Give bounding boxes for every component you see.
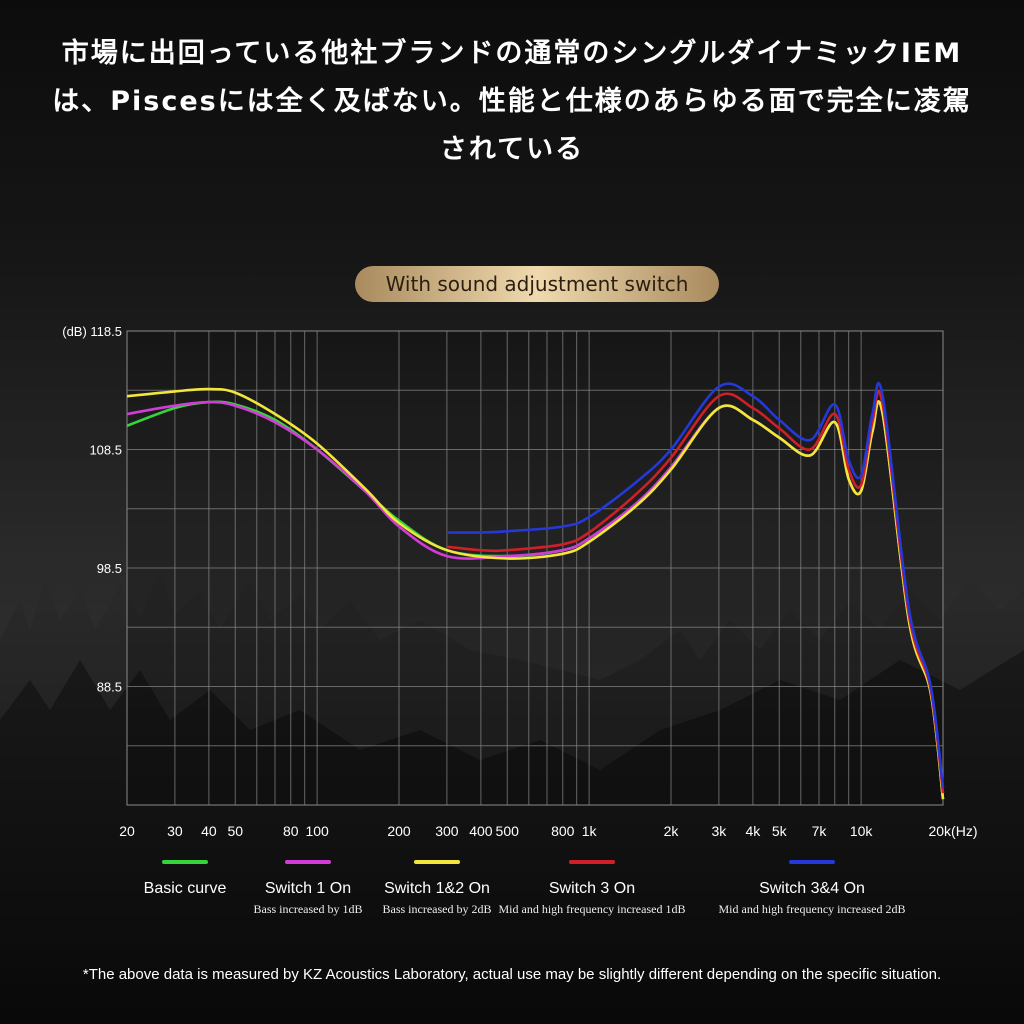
legend-swatch — [789, 860, 835, 864]
legend-swatch — [569, 860, 615, 864]
x-tick-label: 400 — [469, 823, 493, 839]
legend-note: Bass increased by 1dB — [253, 902, 363, 916]
chart-grid — [126, 330, 944, 806]
legend-item: Switch 1&2 On Bass increased by 2dB — [307, 860, 567, 917]
legend-label: Switch 1&2 On — [384, 880, 490, 897]
x-tick-label: 10k — [850, 823, 874, 839]
y-tick-label: (dB) 118.5 — [62, 324, 122, 339]
x-tick-label: 5k — [772, 823, 788, 839]
legend-item: Basic curve — [55, 860, 315, 902]
legend-label: Switch 1 On — [264, 880, 352, 897]
legend-note: Mid and high frequency increased 1dB — [498, 902, 686, 916]
x-tick-label: 80 — [283, 823, 299, 839]
x-tick-label: 4k — [745, 823, 761, 839]
legend-note: Bass increased by 2dB — [382, 902, 492, 916]
x-tick-label: 300 — [435, 823, 459, 839]
legend-swatch — [414, 860, 460, 864]
legend-note: Mid and high frequency increased 2dB — [718, 902, 906, 916]
series-line-switch-1-2-on — [126, 387, 945, 800]
x-tick-label: 200 — [387, 823, 411, 839]
switch-badge: With sound adjustment switch — [355, 266, 719, 302]
y-axis-labels: (dB) 118.5 108.5 98.5 88.5 — [62, 324, 122, 695]
y-tick-label: 108.5 — [89, 443, 122, 458]
x-tick-label: 800 — [551, 823, 575, 839]
legend-label: Switch 3&4 On — [759, 880, 865, 897]
x-tick-label: 50 — [227, 823, 243, 839]
chart-legend: Basic curve Switch 1 On Bass increased by … — [0, 860, 1024, 940]
headline: 市場に出回っている他社ブランドの通常のシングルダイナミックIEMは、Pisces… — [52, 38, 972, 165]
legend-label: Basic curve — [143, 880, 227, 897]
series-line-switch-3-4-on — [446, 381, 945, 788]
x-tick-label: 30 — [167, 823, 183, 839]
chart-series — [126, 381, 945, 800]
legend-item: Switch 3 On Mid and high frequency increa… — [462, 860, 722, 917]
x-axis-labels: 20 30 40 50 80 100 200 300 400 500 800 1k 2k 3k 4k 5k 7k… — [119, 823, 977, 839]
legend-label: Switch 3 On — [548, 880, 636, 897]
x-tick-label: 500 — [496, 823, 520, 839]
y-tick-label: 88.5 — [97, 680, 122, 695]
x-tick-label: 2k — [664, 823, 680, 839]
legend-swatch — [285, 860, 331, 864]
x-tick-label: 7k — [812, 823, 828, 839]
x-tick-label: 3k — [711, 823, 727, 839]
legend-item: Switch 1 On Bass increased by 1dB — [178, 860, 438, 917]
x-tick-label: 20k(Hz) — [928, 823, 977, 839]
x-tick-label: 40 — [201, 823, 217, 839]
frequency-response-chart: (dB) 118.5 108.5 98.5 88.5 20 30 40 50 80 100 200… — [62, 324, 977, 839]
legend-item: Switch 3&4 On Mid and high frequency incr… — [682, 860, 942, 917]
y-tick-label: 98.5 — [97, 561, 122, 576]
x-tick-label: 20 — [119, 823, 135, 839]
x-tick-label: 1k — [582, 823, 598, 839]
measurement-footnote: *The above data is measured by KZ Acoust… — [82, 966, 942, 983]
x-tick-label: 100 — [305, 823, 329, 839]
legend-swatch — [162, 860, 208, 864]
